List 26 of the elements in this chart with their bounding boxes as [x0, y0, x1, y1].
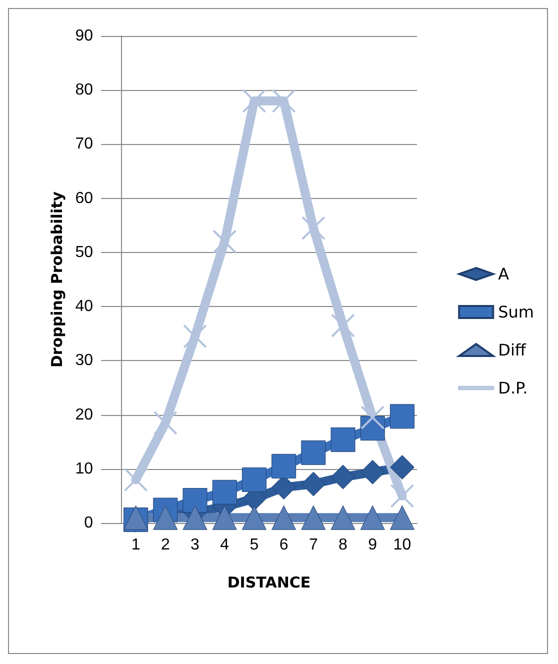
y-tick-label: 70	[75, 136, 94, 153]
legend-label: Diff	[498, 340, 527, 360]
y-axis-title: Dropping Probability	[48, 191, 66, 368]
x-tick-label: 6	[279, 536, 288, 554]
x-tick-label: 8	[338, 536, 348, 554]
y-tick-label: 20	[75, 406, 94, 424]
x-tick-label: 9	[368, 536, 378, 554]
x-tick-label: 3	[190, 536, 200, 554]
y-tick-label: 90	[75, 28, 94, 44]
x-tick-label: 10	[393, 536, 412, 554]
y-tick-label: 50	[75, 244, 94, 261]
y-tick-label: 0	[84, 514, 94, 532]
legend-label: D.P.	[498, 378, 528, 398]
x-tick-label: 2	[160, 536, 170, 554]
x-tick-label: 1	[131, 536, 140, 554]
x-axis-title: DISTANCE	[227, 574, 311, 592]
y-tick-label: 80	[75, 82, 94, 99]
legend-label: Sum	[498, 302, 534, 322]
x-tick-label: 5	[250, 536, 259, 554]
legend-label: A	[498, 264, 510, 284]
x-tick-label: 4	[220, 536, 230, 554]
y-tick-label: 10	[75, 460, 94, 478]
x-tick-label: 7	[308, 536, 318, 554]
y-tick-label: 30	[75, 352, 94, 370]
y-tick-label: 40	[75, 298, 94, 316]
y-tick-label: 60	[75, 190, 94, 207]
